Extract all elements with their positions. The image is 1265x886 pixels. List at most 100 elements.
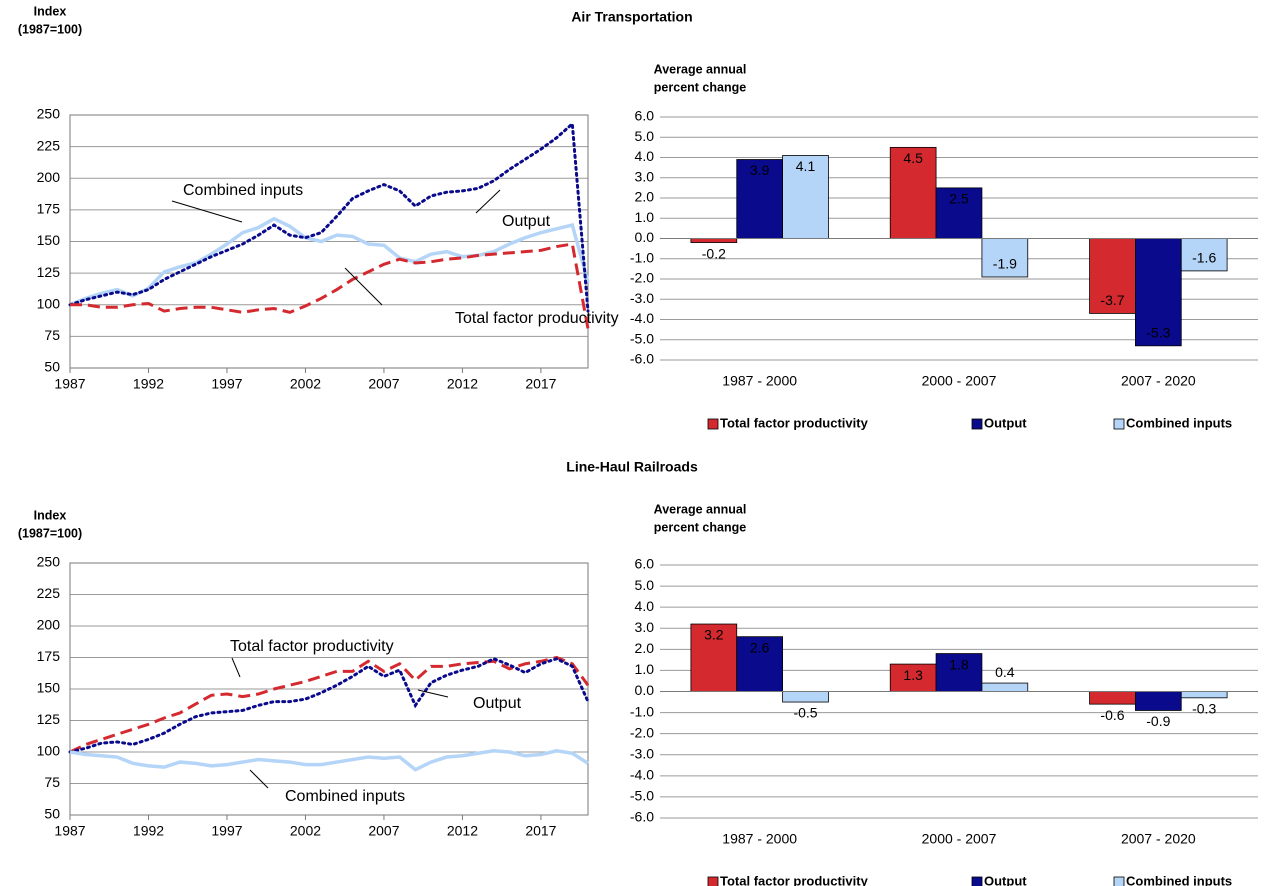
series-line: [69, 216, 590, 307]
y-axis-label: Average annual: [654, 62, 747, 76]
data-label: 0.4: [995, 664, 1015, 680]
y-tick-label: 125: [37, 264, 61, 280]
data-label: -0.6: [1100, 707, 1124, 723]
y-tick-label: 100: [37, 295, 61, 311]
y-tick-label: 225: [37, 585, 61, 601]
bar: [1135, 238, 1182, 347]
y-tick-label: 0.0: [635, 682, 655, 698]
y-tick-label: 150: [37, 680, 61, 696]
data-label: -0.5: [793, 705, 817, 721]
y-tick-label: 50: [44, 806, 60, 822]
x-tick-label: 1987 - 2000: [722, 373, 797, 389]
y-tick-label: 2.0: [635, 640, 655, 656]
annotation: Output: [473, 695, 522, 712]
y-tick-label: -5.0: [630, 788, 654, 804]
legend-swatch: [971, 876, 983, 886]
section-heading: Line-Haul Railroads: [566, 459, 698, 475]
x-tick-label: 2000 - 2007: [922, 831, 997, 847]
bar: [736, 636, 783, 692]
y-axis-label: Index: [34, 4, 67, 18]
annotation-leader: [475, 189, 501, 214]
legend-swatch: [707, 876, 719, 886]
y-tick-label: 200: [37, 617, 61, 633]
annotation: Total factor productivity: [455, 310, 619, 327]
annotation-leader: [231, 657, 241, 678]
y-tick-label: -6.0: [630, 351, 654, 367]
x-tick-label: 1987: [54, 376, 85, 392]
y-tick-label: 3.0: [635, 619, 655, 635]
legend-swatch: [707, 418, 719, 430]
bar-chart: -6.0 -5.0 -4.0 -3.0 -2.0 -1.0 0.0 1.0 2.0 3.0 4.0 5…: [630, 556, 1258, 886]
annotation-leader: [171, 200, 243, 223]
y-tick-label: 175: [37, 648, 61, 664]
y-tick-label: 125: [37, 711, 61, 727]
y-tick-label: -2.0: [630, 724, 654, 740]
x-tick-label: 1992: [133, 376, 164, 392]
data-label: 2.6: [750, 639, 770, 655]
data-label: 1.3: [903, 667, 923, 683]
y-axis-label: (1987=100): [18, 22, 82, 36]
y-tick-label: 1.0: [635, 661, 655, 677]
plot-frame: [69, 562, 589, 816]
bar: [1135, 691, 1182, 711]
bar: [690, 238, 738, 243]
x-tick-label: 2002: [290, 823, 321, 839]
line-chart: 50 75 100 125 150 175 200 225 250 1987 1992 1997 200…: [37, 106, 619, 392]
legend-swatch: [1113, 418, 1125, 430]
x-tick-label: 1992: [133, 823, 164, 839]
y-tick-label: -3.0: [630, 745, 654, 761]
data-label: 4.1: [796, 158, 816, 174]
bar: [782, 691, 829, 703]
y-tick-label: 250: [37, 554, 61, 570]
y-tick-label: 200: [37, 169, 61, 185]
x-tick-label: 2012: [447, 823, 478, 839]
y-axis-label: (1987=100): [18, 526, 82, 540]
y-tick-label: -1.0: [630, 249, 654, 265]
y-tick-label: 150: [37, 232, 61, 248]
data-label: -3.7: [1100, 292, 1124, 308]
line-chart: 50 75 100 125 150 175 200 225 250 1987 1992 1997 200…: [37, 554, 590, 839]
section-heading: Air Transportation: [571, 9, 692, 25]
annotation: Combined inputs: [183, 182, 303, 199]
legend-label: Combined inputs: [1126, 415, 1232, 430]
y-tick-label: 5.0: [635, 577, 655, 593]
data-label: -0.3: [1192, 701, 1216, 717]
y-tick-label: 6.0: [635, 108, 655, 124]
bar: [1089, 238, 1136, 314]
data-label: 3.2: [704, 627, 724, 643]
x-tick-label: 1997: [211, 376, 242, 392]
legend-swatch: [971, 418, 983, 430]
y-tick-label: 175: [37, 201, 61, 217]
x-tick-label: 2007 - 2020: [1121, 373, 1196, 389]
bar: [690, 623, 738, 692]
bar-chart: -6.0 -5.0 -4.0 -3.0 -2.0 -1.0 0.0 1.0 2.0 3.0 4.0 5…: [630, 108, 1258, 430]
bar: [736, 159, 783, 239]
data-label: 2.5: [949, 191, 969, 207]
bar: [1089, 691, 1136, 705]
y-tick-label: 225: [37, 137, 61, 153]
legend-label: Total factor productivity: [720, 873, 869, 886]
y-tick-label: 250: [37, 106, 61, 122]
legend-label: Output: [984, 415, 1027, 430]
x-tick-label: 1987: [54, 823, 85, 839]
legend-label: Total factor productivity: [720, 415, 869, 430]
series-line: [69, 748, 589, 772]
plot-frame: [69, 114, 589, 369]
x-tick-label: 2017: [525, 823, 556, 839]
y-tick-label: 100: [37, 743, 61, 759]
y-tick-label: 2.0: [635, 189, 655, 205]
data-label: 3.9: [750, 162, 770, 178]
series-line: [69, 655, 590, 754]
annotation-leader: [344, 267, 383, 306]
y-tick-label: 1.0: [635, 209, 655, 225]
bar: [782, 155, 829, 239]
y-tick-label: 50: [44, 359, 60, 375]
series-line: [68, 657, 590, 754]
annotation-leader: [417, 689, 449, 698]
y-tick-label: -4.0: [630, 310, 654, 326]
y-tick-label: 3.0: [635, 168, 655, 184]
y-tick-label: 75: [44, 327, 60, 343]
y-tick-label: 0.0: [635, 229, 655, 245]
y-tick-label: -6.0: [630, 809, 654, 825]
